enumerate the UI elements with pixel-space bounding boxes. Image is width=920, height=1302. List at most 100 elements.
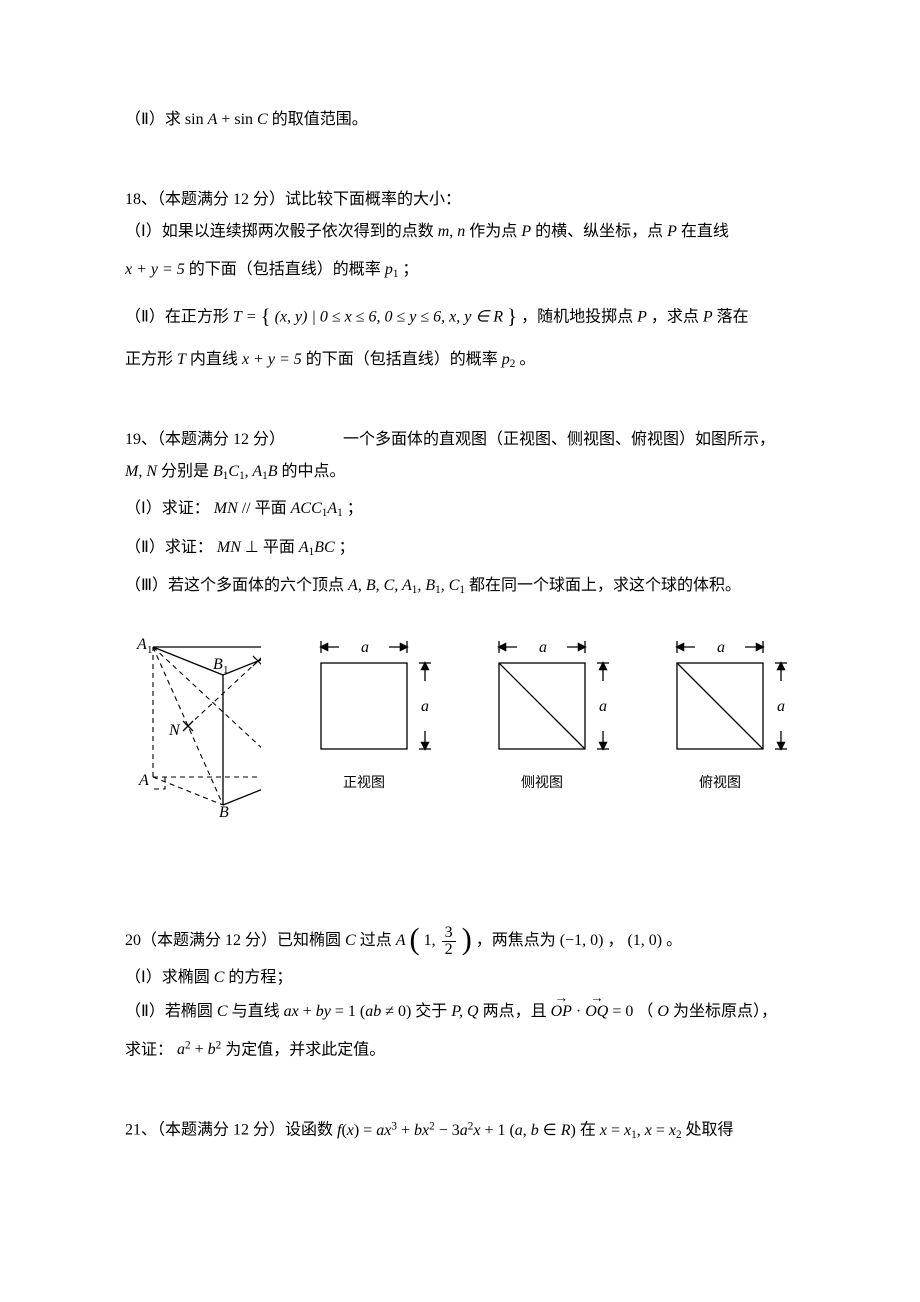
q20-II-e: （ bbox=[637, 1003, 653, 1020]
q18-T: T bbox=[233, 308, 242, 325]
q20-h-a: 20（本题满分 12 分）已知椭圆 bbox=[125, 932, 345, 949]
q20-prove: 求证： a2 + b2 为定值，并求此定值。 bbox=[125, 1038, 795, 1063]
q20-comma: ， bbox=[607, 932, 623, 949]
q18-I: （Ⅰ）如果以连续掷两次骰子依次得到的点数 m, n 作为点 P 的横、纵坐标，点… bbox=[125, 220, 795, 244]
svg-text:a: a bbox=[361, 639, 369, 656]
q18-I-d: 在直线 bbox=[681, 223, 729, 240]
q18-P: P bbox=[521, 223, 531, 240]
q20-F2: (1, 0) bbox=[627, 932, 662, 949]
svg-text:a: a bbox=[717, 639, 725, 656]
q19-semi: ； bbox=[347, 500, 363, 517]
q19-III-b: 都在同一个球面上，求这个球的体积。 bbox=[469, 577, 741, 594]
q18-II-l2c: 的下面（包括直线）的概率 bbox=[306, 351, 502, 368]
q20-dot: · bbox=[576, 1003, 585, 1020]
svg-text:1: 1 bbox=[147, 644, 153, 656]
q20-eq0: = 0 bbox=[612, 1003, 633, 1020]
svg-text:A: A bbox=[136, 636, 147, 653]
q18-II-c: ，求点 bbox=[651, 308, 703, 325]
q18-II-a: （Ⅱ）在正方形 bbox=[125, 308, 233, 325]
q19-III: （Ⅲ）若这个多面体的六个顶点 A, B, C, A1, B1, C1 都在同一个… bbox=[125, 574, 795, 599]
q20-II-a: （Ⅱ）若椭圆 bbox=[125, 1003, 217, 1020]
q18-I-b: 作为点 bbox=[469, 223, 521, 240]
q19-III-a: （Ⅲ）若这个多面体的六个顶点 bbox=[125, 577, 348, 594]
q20-h-b: 过点 bbox=[360, 932, 396, 949]
q18-II-l2a: 正方形 bbox=[125, 351, 177, 368]
q20-PQ: P, Q bbox=[451, 1003, 478, 1020]
q20-II-f: 为坐标原点）， bbox=[673, 1003, 777, 1020]
q20-O: O bbox=[657, 1003, 669, 1020]
side-view: a a 侧视图 bbox=[467, 629, 617, 794]
q20-frac-num: 3 bbox=[442, 925, 456, 942]
front-view: a a 正视图 bbox=[289, 629, 439, 794]
q20-A: A bbox=[396, 932, 406, 949]
q18-p2: p bbox=[502, 351, 510, 368]
q18-P3: P bbox=[637, 308, 647, 325]
svg-text:B: B bbox=[213, 656, 223, 673]
q18-I-c: 的横、纵坐标，点 bbox=[535, 223, 667, 240]
q19-II-t: （Ⅱ）求证： bbox=[125, 539, 213, 556]
q20-F1: (−1, 0) bbox=[560, 932, 604, 949]
q20-frac-den: 2 bbox=[442, 942, 456, 958]
q17-ii-prefix: （Ⅱ）求 bbox=[125, 111, 181, 128]
q18-II-l2b: 内直线 bbox=[190, 351, 242, 368]
svg-text:N: N bbox=[168, 722, 181, 739]
q19-I: （Ⅰ）求证： MN // 平面 ACC1A1 ； bbox=[125, 497, 795, 522]
q18-I-line2: x + y = 5 的下面（包括直线）的概率 p1 ； bbox=[125, 258, 795, 283]
q18-p1: p bbox=[385, 261, 393, 278]
q19-I-t: （Ⅰ）求证： bbox=[125, 500, 210, 517]
q17-ii: （Ⅱ）求 sin A + sin C 的取值范围。 bbox=[125, 108, 795, 132]
q20-OQ: OQ bbox=[585, 1000, 608, 1024]
q21-c: 处取得 bbox=[686, 1122, 734, 1139]
q18-brace-open: { bbox=[261, 305, 271, 328]
q19-mid-b: 的中点。 bbox=[282, 463, 346, 480]
q20-OP: OP bbox=[551, 1000, 572, 1024]
q20-II-d: 两点，且 bbox=[483, 1003, 551, 1020]
svg-text:B: B bbox=[219, 804, 229, 817]
q18-T2: T bbox=[177, 351, 186, 368]
q20-heading: 20（本题满分 12 分）已知椭圆 C 过点 A ( 1, 32 ) ，两焦点为… bbox=[125, 925, 795, 958]
q21-a: 21、（本题满分 12 分）设函数 bbox=[125, 1122, 337, 1139]
q19-mid-a: 分别是 bbox=[161, 463, 213, 480]
q21-b: 在 bbox=[580, 1122, 600, 1139]
q18-P2: P bbox=[667, 223, 677, 240]
q20-I: （Ⅰ）求椭圆 C 的方程； bbox=[125, 966, 795, 990]
q18-I-a: （Ⅰ）如果以连续掷两次骰子依次得到的点数 bbox=[125, 223, 438, 240]
side-caption: 侧视图 bbox=[521, 773, 563, 794]
q19-II: （Ⅱ）求证： MN ⊥ 平面 A1BC ； bbox=[125, 536, 795, 561]
q18-lineeq2: x + y = 5 bbox=[242, 351, 302, 368]
q18-II-b: ，随机地投掷点 bbox=[521, 308, 637, 325]
q20-II-b: 与直线 bbox=[232, 1003, 284, 1020]
q19-h-a: 19、（本题满分 12 分） bbox=[125, 431, 285, 448]
q20-II: （Ⅱ）若椭圆 C 与直线 ax + by = 1 (ab ≠ 0) 交于 P, … bbox=[125, 1000, 795, 1024]
cross-N bbox=[183, 721, 193, 731]
q18-II: （Ⅱ）在正方形 T = { (x, y) | 0 ≤ x ≤ 6, 0 ≤ y … bbox=[125, 301, 795, 332]
q20-I-b: 的方程； bbox=[228, 969, 292, 986]
top-view: a a 俯视图 bbox=[645, 629, 795, 794]
q18-P4: P bbox=[703, 308, 713, 325]
q18-set-body: (x, y) | 0 ≤ x ≤ 6, 0 ≤ y ≤ 6, x, y ∈ R bbox=[275, 308, 504, 325]
q20-C: C bbox=[345, 932, 356, 949]
q20-const: 为定值，并求此定值。 bbox=[225, 1041, 385, 1058]
q20-C3: C bbox=[217, 1003, 228, 1020]
q21: 21、（本题满分 12 分）设函数 f(x) = ax3 + bx2 − 3a2… bbox=[125, 1118, 795, 1143]
q19-figures: A1 B1 C1 M N A B C a bbox=[125, 607, 795, 817]
svg-text:a: a bbox=[599, 698, 607, 715]
front-caption: 正视图 bbox=[343, 773, 385, 794]
q20-II-c: 交于 bbox=[415, 1003, 451, 1020]
q18-I-e: 的下面（包括直线）的概率 bbox=[189, 261, 385, 278]
q20-period: 。 bbox=[666, 932, 682, 949]
solid-diagram: A1 B1 C1 M N A B C bbox=[125, 607, 261, 817]
q20-C2: C bbox=[214, 969, 225, 986]
q18-heading: 18、（本题满分 12 分）试比较下面概率的大小： bbox=[125, 188, 795, 212]
q20-I-a: （Ⅰ）求椭圆 bbox=[125, 969, 214, 986]
q17-ii-suffix: 的取值范围。 bbox=[272, 111, 368, 128]
q19-mid: M, N 分别是 B1C1, A1B 的中点。 bbox=[125, 460, 795, 485]
q18-period: 。 bbox=[519, 351, 535, 368]
svg-text:a: a bbox=[777, 698, 785, 715]
top-caption: 俯视图 bbox=[699, 773, 741, 794]
q20-prove-t: 求证： bbox=[125, 1041, 173, 1058]
svg-text:a: a bbox=[539, 639, 547, 656]
q18-brace-close: } bbox=[507, 305, 517, 328]
q18-p1-sub: 1 bbox=[393, 268, 399, 280]
q18-eq: = bbox=[246, 308, 261, 325]
